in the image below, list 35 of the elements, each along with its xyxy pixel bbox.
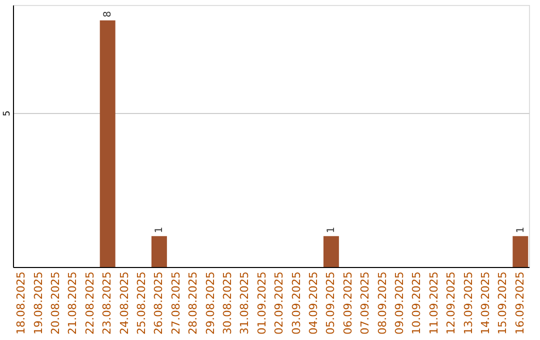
x-tick-label: 25.08.2025 — [135, 272, 148, 334]
data-label: 1 — [326, 226, 338, 234]
x-tick-label: 31.08.2025 — [238, 272, 252, 334]
x-tick-label: 18.08.2025 — [14, 272, 28, 334]
x-tick-label: 09.09.2025 — [393, 272, 406, 334]
x-tick-label: 19.08.2025 — [32, 272, 45, 334]
x-tick-label: 06.09.2025 — [341, 272, 354, 334]
x-tick-label: 23.08.2025 — [100, 272, 114, 334]
y-tick-label: 5 — [2, 110, 12, 116]
x-tick-label: 26.08.2025 — [152, 272, 166, 334]
x-tick-label: 14.09.2025 — [479, 272, 492, 334]
x-tick-label: 21.08.2025 — [66, 272, 80, 334]
x-tick-label: 04.09.2025 — [307, 272, 320, 334]
x-tick-label: 05.09.2025 — [324, 272, 338, 334]
x-tick-label: 29.08.2025 — [204, 272, 217, 334]
x-tick-label: 20.08.2025 — [49, 272, 62, 334]
x-tick-label: 13.09.2025 — [462, 272, 475, 334]
data-label: 1 — [515, 226, 526, 234]
data-label: 8 — [102, 11, 114, 18]
x-tick-label: 15.09.2025 — [496, 272, 510, 334]
x-tick-label: 22.08.2025 — [83, 272, 96, 334]
x-tick-label: 08.09.2025 — [376, 272, 389, 334]
x-tick-label: 12.09.2025 — [444, 272, 458, 334]
x-tick-label: 24.08.2025 — [118, 272, 131, 334]
x-tick-label: 27.08.2025 — [169, 272, 182, 334]
x-tick-label: 07.09.2025 — [358, 272, 372, 334]
x-tick-label: 03.09.2025 — [290, 272, 303, 334]
x-tick-label: 28.08.2025 — [186, 272, 200, 334]
x-tick-label: 30.08.2025 — [221, 272, 234, 334]
x-tick-label: 11.09.2025 — [427, 272, 440, 334]
data-label: 1 — [154, 226, 166, 234]
x-tick-label: 02.09.2025 — [272, 272, 286, 334]
x-tick-label: 01.09.2025 — [255, 272, 268, 334]
x-tick-label: 16.09.2025 — [513, 272, 526, 334]
x-tick-label: 10.09.2025 — [410, 272, 424, 334]
